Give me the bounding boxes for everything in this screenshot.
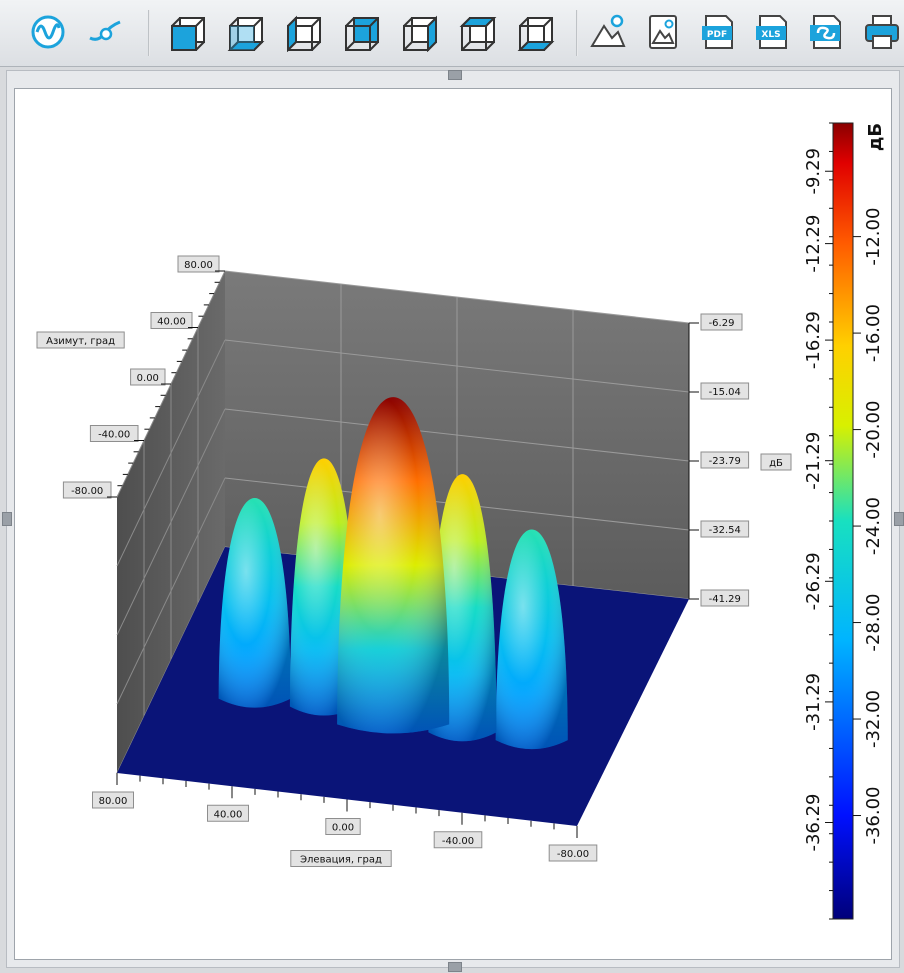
colorbar <box>832 122 854 920</box>
svg-text:Азимут, град: Азимут, град <box>46 336 115 347</box>
colorbar-label-left: -9.29 <box>803 148 824 195</box>
cube-right-view-icon[interactable] <box>400 12 440 52</box>
y-tick-label: 40.00 <box>150 312 193 329</box>
svg-text:-32.54: -32.54 <box>709 525 741 536</box>
colorbar-label-right: -16.00 <box>863 304 884 362</box>
surface-lobe-shade <box>337 397 450 734</box>
cube-left-view-icon[interactable] <box>284 12 324 52</box>
svg-text:-41.29: -41.29 <box>709 594 741 605</box>
pdf-label: PDF <box>707 30 727 40</box>
colorbar-label-left: -36.29 <box>803 793 824 851</box>
surface-lobe-shade <box>495 529 568 750</box>
waveform-icon[interactable] <box>28 12 68 52</box>
copy-icon[interactable] <box>806 12 846 52</box>
colorbar-label-left: -26.29 <box>803 552 824 610</box>
colorbar-label-left: -31.29 <box>803 673 824 731</box>
z-tick-label: -32.54 <box>700 520 750 538</box>
xls-export-icon[interactable]: XLS <box>752 12 792 52</box>
svg-text:-6.29: -6.29 <box>709 318 735 329</box>
colorbar-label-right: -12.00 <box>863 208 884 266</box>
x-tick-label: -80.00 <box>548 844 598 862</box>
chart-point-icon[interactable] <box>588 12 628 52</box>
svg-text:40.00: 40.00 <box>214 809 243 820</box>
xls-label: XLS <box>761 30 780 40</box>
y-tick-label: -40.00 <box>89 425 139 442</box>
x-tick-label: -40.00 <box>433 831 483 849</box>
colorbar-label-right: -36.00 <box>863 787 884 845</box>
resize-handle-bottom[interactable] <box>448 962 462 972</box>
cube-bottom-view-icon[interactable] <box>226 12 266 52</box>
svg-text:-15.04: -15.04 <box>709 387 741 398</box>
svg-text:-40.00: -40.00 <box>98 430 130 441</box>
svg-text:-80.00: -80.00 <box>557 849 589 860</box>
y-axis-title: Азимут, град <box>36 331 125 349</box>
y-tick-label: 0.00 <box>130 368 166 386</box>
svg-text:40.00: 40.00 <box>157 317 186 328</box>
x-tick-label: 40.00 <box>207 804 249 822</box>
cube-top-view-icon[interactable] <box>458 12 498 52</box>
cube-back-view-icon[interactable] <box>342 12 382 52</box>
y-tick-label: -80.00 <box>62 481 112 499</box>
svg-text:-40.00: -40.00 <box>442 836 474 847</box>
toolbar: PDF XLS <box>0 0 904 67</box>
z-tick-label: -15.04 <box>700 382 750 400</box>
pdf-export-icon[interactable]: PDF <box>698 12 738 52</box>
z-axis-title: дБ <box>760 453 792 471</box>
x-axis-title: Элевация, град <box>290 850 392 867</box>
svg-text:0.00: 0.00 <box>332 823 354 834</box>
svg-text:Элевация, град: Элевация, град <box>300 855 382 866</box>
cube-floor-view-icon[interactable] <box>516 12 556 52</box>
z-tick-label: -41.29 <box>700 589 750 607</box>
colorbar-label-left: -12.29 <box>803 215 824 273</box>
svg-text:80.00: 80.00 <box>99 796 128 807</box>
cube-front-view-icon[interactable] <box>168 12 208 52</box>
svg-text:80.00: 80.00 <box>184 260 213 271</box>
resize-handle-right[interactable] <box>894 512 904 526</box>
svg-text:-80.00: -80.00 <box>71 486 103 497</box>
z-tick-label: -23.79 <box>700 451 750 469</box>
svg-text:дБ: дБ <box>769 458 783 469</box>
colorbar-label-right: -28.00 <box>863 594 884 652</box>
colorbar-label-right: -24.00 <box>863 497 884 555</box>
image-export-icon[interactable] <box>642 12 682 52</box>
surface-chart: 80.00 40.00 0.00 -40.00 -80.00 Элевация, град… <box>36 122 886 920</box>
surface-lobe-shade <box>218 497 291 708</box>
colorbar-label-right: -20.00 <box>863 401 884 459</box>
svg-text:0.00: 0.00 <box>137 373 159 384</box>
colorbar-label-left: -16.29 <box>803 311 824 369</box>
x-tick-label: 0.00 <box>325 818 361 835</box>
colorbar-label-right: -32.00 <box>863 690 884 748</box>
colorbar-title: дБ <box>865 123 886 151</box>
colorbar-label-left: -21.29 <box>803 432 824 490</box>
y-tick-label: 80.00 <box>177 255 220 273</box>
print-icon[interactable] <box>862 12 902 52</box>
resize-handle-top[interactable] <box>448 70 462 80</box>
x-tick-label: 80.00 <box>92 791 134 809</box>
svg-text:-23.79: -23.79 <box>709 456 741 467</box>
curve-icon[interactable] <box>86 12 126 52</box>
z-tick-label: -6.29 <box>700 313 743 331</box>
chart-area[interactable]: 80.00 40.00 0.00 -40.00 -80.00 Элевация, град… <box>14 88 892 960</box>
resize-handle-left[interactable] <box>2 512 12 526</box>
